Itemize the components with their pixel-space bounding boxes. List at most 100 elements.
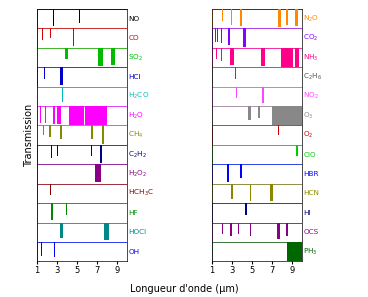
Bar [212,164,302,184]
Bar [37,125,127,145]
Bar [62,87,63,102]
Bar [236,87,237,98]
Bar [212,242,302,261]
Bar [50,28,51,38]
Bar [45,106,46,122]
Bar [222,9,223,20]
Text: N$_2$O: N$_2$O [303,14,319,24]
Bar [37,67,127,87]
Bar [230,222,231,236]
Bar [248,106,251,120]
Bar [286,9,289,26]
Bar [37,48,127,67]
Bar [221,48,222,61]
Bar [212,125,302,145]
Text: H$_2$CO: H$_2$CO [128,91,150,101]
Bar [91,125,93,139]
Bar [37,87,127,106]
Bar [262,87,264,103]
Bar [227,164,229,182]
Bar [216,9,217,23]
Bar [57,145,58,157]
Bar [258,106,260,118]
Text: O$_3$: O$_3$ [303,110,314,121]
Bar [217,28,218,42]
Bar [37,28,127,48]
Bar [66,203,67,215]
Bar [296,145,298,157]
Bar [54,242,56,257]
Bar [85,106,95,125]
Text: HCl: HCl [128,74,141,80]
Bar [234,67,236,79]
Bar [215,28,216,42]
Bar [216,48,217,59]
Bar [277,222,280,239]
Bar [212,106,302,125]
Text: SO$_2$: SO$_2$ [128,52,144,63]
Bar [222,222,223,234]
Bar [295,48,299,67]
Bar [92,106,107,125]
Bar [212,87,302,106]
Text: OCS: OCS [303,229,319,235]
Text: HCN: HCN [303,190,319,196]
Bar [98,48,103,66]
Text: H$_2$O$_2$: H$_2$O$_2$ [128,169,148,179]
Bar [60,125,62,139]
Bar [261,48,265,66]
Text: HCH$_3$C: HCH$_3$C [128,188,155,198]
Text: PH$_3$: PH$_3$ [303,247,318,257]
Bar [272,106,302,125]
Bar [53,106,55,124]
Bar [37,222,127,242]
Text: OH: OH [128,249,139,255]
Bar [240,9,242,26]
Bar [230,48,234,65]
Bar [238,222,239,234]
Text: CO$_2$: CO$_2$ [303,33,319,43]
Bar [44,67,45,79]
Bar [37,203,127,222]
Text: HBR: HBR [303,171,319,177]
Bar [37,164,127,184]
Bar [212,67,302,87]
Bar [286,222,288,236]
Bar [60,222,63,238]
Bar [243,28,246,47]
Bar [49,125,50,137]
Bar [111,48,115,65]
Bar [41,242,42,255]
Bar [91,145,92,157]
Text: CH$_4$: CH$_4$ [128,130,144,140]
Bar [43,125,44,135]
Bar [37,9,127,28]
Bar [37,242,127,261]
Text: ClO: ClO [303,151,316,157]
Text: C$_2$H$_2$: C$_2$H$_2$ [128,149,147,160]
Text: H$_2$O: H$_2$O [128,110,145,121]
Bar [100,145,102,163]
Text: NO: NO [128,16,139,22]
Bar [66,48,68,59]
Bar [50,184,51,195]
Bar [42,28,43,40]
Text: HI: HI [303,210,311,216]
Bar [250,184,251,201]
Bar [72,28,74,46]
Y-axis label: Transmission: Transmission [24,104,34,167]
Bar [212,145,302,164]
Bar [231,9,232,26]
Bar [250,222,251,236]
Bar [57,106,61,124]
Bar [37,145,127,164]
Bar [212,203,302,222]
Bar [245,203,247,215]
Text: C$_2$H$_6$: C$_2$H$_6$ [303,72,322,82]
Bar [69,106,84,125]
Bar [52,203,53,219]
Text: O$_2$: O$_2$ [303,130,314,140]
Bar [104,222,109,240]
Text: HOCl: HOCl [128,229,146,235]
Text: Longueur d'onde (μm): Longueur d'onde (μm) [130,284,238,294]
